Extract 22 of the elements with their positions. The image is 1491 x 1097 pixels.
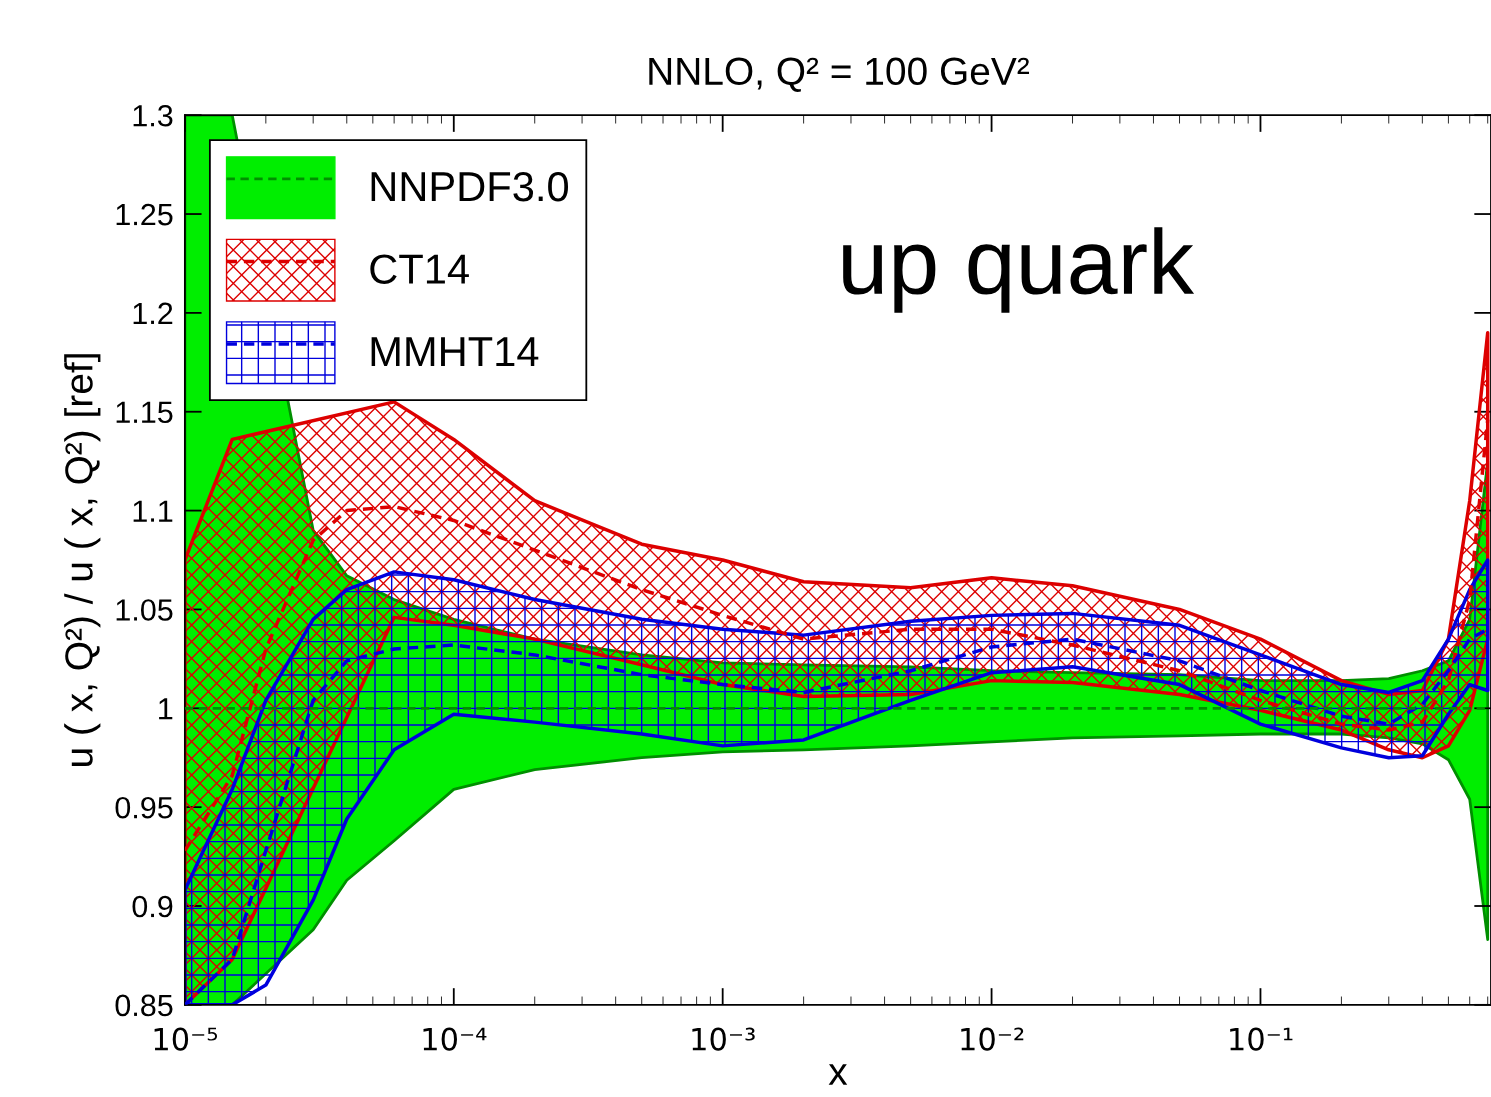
y-tick-label: 1.05 [116,599,173,621]
chart-title: NNLO, Q² = 100 GeV² [649,57,1030,92]
annotation: up quark [843,227,1195,313]
y-tick-label: 1.25 [116,203,173,226]
legend-label: NNPDF3.0 [371,171,569,202]
y-tick-label: 1.2 [133,302,173,324]
legend-label: MMHT14 [371,337,539,367]
y-tick-label: 1.15 [116,401,173,424]
x-tick-label: 10⁻⁵ [154,1027,218,1051]
y-tick-label: 0.9 [132,895,173,918]
y-tick-label: 0.95 [115,796,173,819]
x-tick-label: 10⁻³ [692,1027,755,1051]
x-tick-label: 10⁻⁴ [423,1027,487,1051]
y-tick-label: 1.3 [133,104,173,127]
x-tick-label: 10⁻¹ [1230,1027,1293,1051]
y-tick-label: 0.85 [115,994,173,1017]
legend-label: CT14 [370,254,469,284]
x-axis-title: x [828,1064,848,1085]
x-tick-label: 10⁻² [961,1027,1024,1051]
y-axis-title: u ( x, Q²) / u ( x, Q²) [ref] [64,354,101,766]
y-tick-label: 1.1 [133,500,173,522]
y-tick-label: 1 [159,698,173,720]
